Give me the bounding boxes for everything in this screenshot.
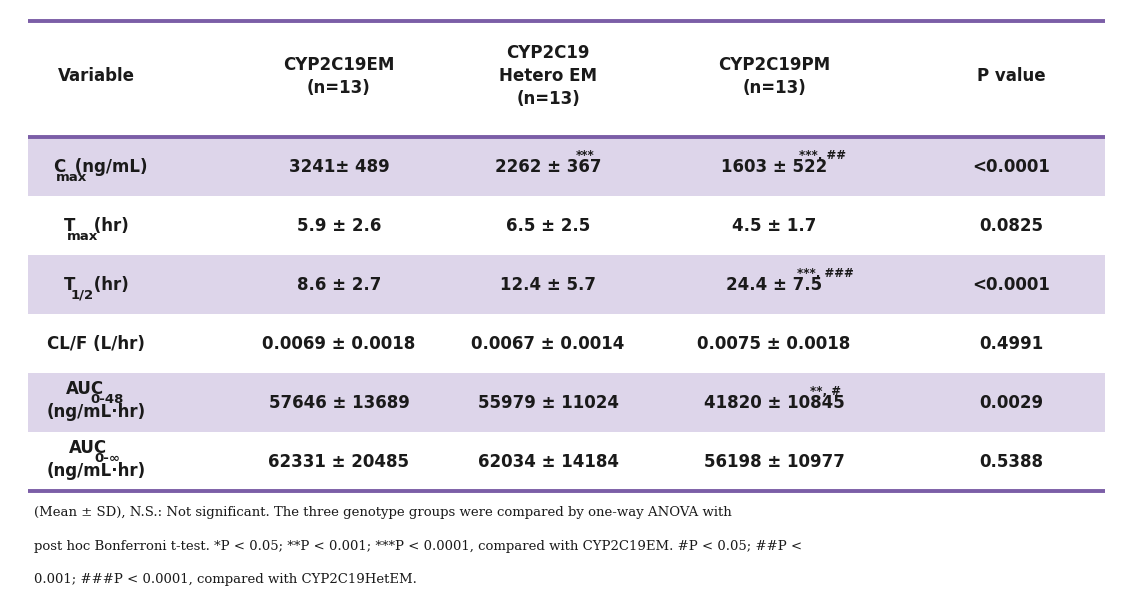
Text: 12.4 ± 5.7: 12.4 ± 5.7 [501,276,596,293]
Text: 0.0825: 0.0825 [980,217,1043,235]
Bar [28,255,1105,314]
Text: 3241± 489: 3241± 489 [288,158,390,176]
Text: P value: P value [977,67,1045,85]
Text: 0.0075 ± 0.0018: 0.0075 ± 0.0018 [697,335,851,353]
Text: (hr): (hr) [88,276,129,293]
Text: 0.001; ###P < 0.0001, compared with CYP2C19HetEM.: 0.001; ###P < 0.0001, compared with CYP2… [34,573,417,586]
Text: CYP2C19EM
(n=13): CYP2C19EM (n=13) [284,56,394,97]
Text: 0-∞: 0-∞ [94,452,120,465]
Text: T: T [64,217,76,235]
Text: 41820 ± 10845: 41820 ± 10845 [704,393,844,412]
Text: (ng/mL·hr): (ng/mL·hr) [46,403,146,422]
Text: <0.0001: <0.0001 [973,276,1050,293]
Text: 0.0069 ± 0.0018: 0.0069 ± 0.0018 [262,335,416,353]
Text: T: T [64,276,76,293]
Text: 6.5 ± 2.5: 6.5 ± 2.5 [506,217,590,235]
Text: <0.0001: <0.0001 [973,158,1050,176]
Text: 62034 ± 14184: 62034 ± 14184 [478,453,618,470]
Text: AUC: AUC [69,439,106,457]
Text: (Mean ± SD), N.S.: Not significant. The three genotype groups were compared by o: (Mean ± SD), N.S.: Not significant. The … [34,506,731,519]
Text: C: C [53,158,66,176]
Text: ***, ###: ***, ### [797,267,854,280]
Text: 0.0067 ± 0.0014: 0.0067 ± 0.0014 [471,335,625,353]
Text: post hoc Bonferroni t-test. *P < 0.05; **P < 0.001; ***P < 0.0001, compared with: post hoc Bonferroni t-test. *P < 0.05; *… [34,540,802,553]
Bar [28,137,1105,196]
Text: CYP2C19
Hetero EM
(n=13): CYP2C19 Hetero EM (n=13) [499,45,597,108]
Text: 0.5388: 0.5388 [980,453,1043,470]
Text: 57646 ± 13689: 57646 ± 13689 [269,393,409,412]
Text: 4.5 ± 1.7: 4.5 ± 1.7 [732,217,816,235]
Text: max: max [67,229,97,243]
Text: **, #: **, # [810,385,841,398]
Text: 8.6 ± 2.7: 8.6 ± 2.7 [297,276,381,293]
Text: CL/F (L/hr): CL/F (L/hr) [47,335,145,353]
Text: 5.9 ± 2.6: 5.9 ± 2.6 [297,217,381,235]
Text: 1603 ± 522: 1603 ± 522 [721,158,827,176]
Text: 2262 ± 367: 2262 ± 367 [495,158,601,176]
Text: ***: *** [576,149,594,162]
Text: 56198 ± 10977: 56198 ± 10977 [704,453,844,470]
Text: (ng/mL·hr): (ng/mL·hr) [46,462,146,480]
Text: AUC: AUC [66,380,104,398]
Text: 62331 ± 20485: 62331 ± 20485 [269,453,409,470]
Text: 0.4991: 0.4991 [980,335,1043,353]
Text: max: max [55,171,87,184]
Text: 55979 ± 11024: 55979 ± 11024 [478,393,618,412]
Text: 24.4 ± 7.5: 24.4 ± 7.5 [725,276,823,293]
Text: 0-48: 0-48 [90,393,124,406]
Text: CYP2C19PM
(n=13): CYP2C19PM (n=13) [718,56,831,97]
Text: Variable: Variable [58,67,134,85]
Text: ***, ##: ***, ## [799,149,846,162]
Text: 0.0029: 0.0029 [980,393,1043,412]
Text: (hr): (hr) [88,217,129,235]
Bar [28,373,1105,432]
Text: (ng/mL): (ng/mL) [69,158,147,176]
Text: 1/2: 1/2 [70,289,94,301]
